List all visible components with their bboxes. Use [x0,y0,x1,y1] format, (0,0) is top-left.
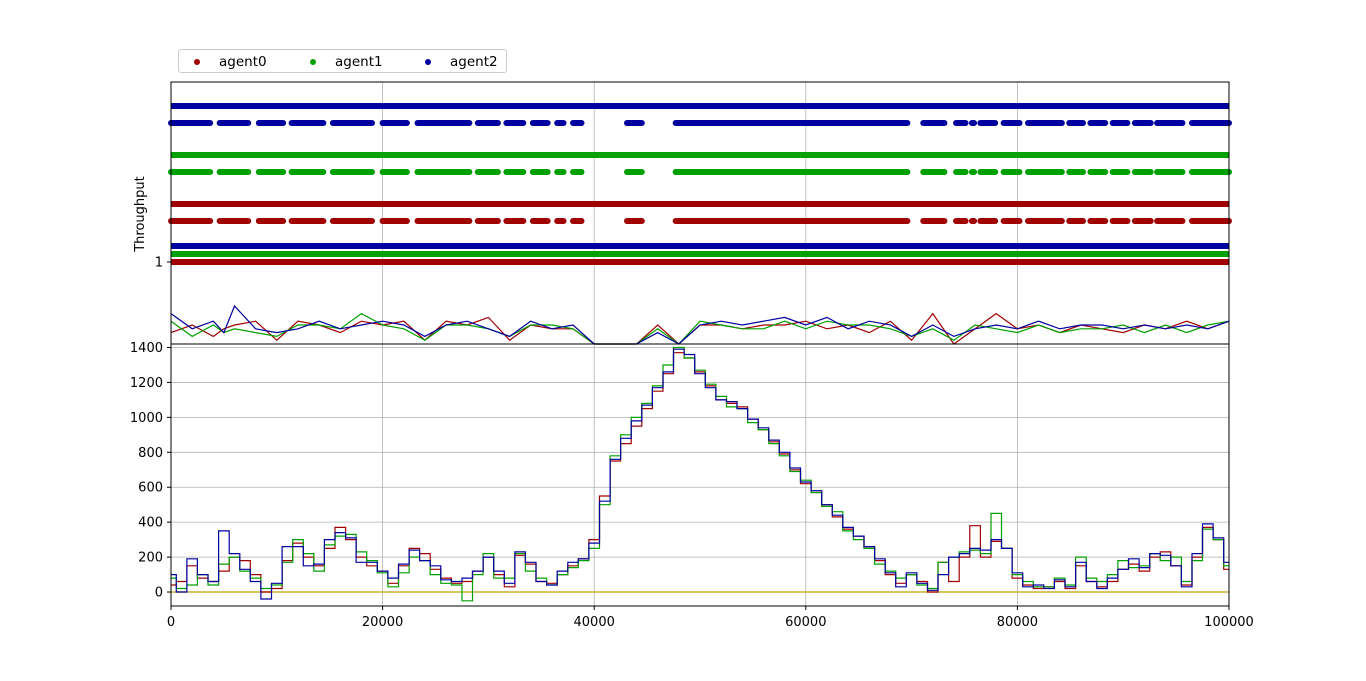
legend-entry-agent2: agent2 [425,53,498,71]
top-panel: 1 [155,81,1232,345]
bottom-ytick-label-7: 1400 [130,341,163,356]
series-line-agent2 [171,348,1229,600]
xtick-label-4: 80000 [997,615,1038,630]
legend-label-agent1: agent1 [335,54,383,70]
bottom-ytick-label-3: 600 [138,481,163,496]
bottom-ytick-label-2: 400 [138,516,163,531]
legend-label-agent2: agent2 [450,54,498,70]
bottom-panel: 0 200 400 600 800 1000 1200 1400 0 20000 40000 6000… [130,341,1254,630]
y-axis-label-throughput: Throughput [133,176,148,253]
xtick-label-5: 100000 [1204,615,1254,630]
top-curve-agent2 [170,304,1230,345]
legend-marker-agent0 [194,59,200,65]
bottom-ytick-label-0: 0 [155,586,163,601]
top-ytick-label-0: 1 [155,256,163,271]
bottom-ytick-label-5: 1000 [130,411,163,426]
series-line-agent0 [171,352,1229,593]
top-curve-agent0 [170,312,1230,345]
xtick-label-1: 20000 [362,615,403,630]
series-line-agent1 [171,346,1229,602]
bottom-ytick-label-4: 800 [138,446,163,461]
bottom-ytick-label-6: 1200 [130,376,163,391]
legend-entry-agent0: agent0 [194,53,267,71]
legend-entry-agent1: agent1 [310,53,383,71]
top-curve-agent1 [170,312,1230,345]
legend-marker-agent1 [310,59,316,65]
xtick-label-2: 40000 [574,615,615,630]
legend-marker-agent2 [425,59,431,65]
legend: agent0 agent1 agent2 [178,49,507,73]
xtick-label-0: 0 [167,615,175,630]
legend-label-agent0: agent0 [219,54,267,70]
bottom-plot-frame [170,343,1230,607]
bottom-ytick-label-1: 200 [138,551,163,566]
xtick-label-3: 60000 [785,615,826,630]
